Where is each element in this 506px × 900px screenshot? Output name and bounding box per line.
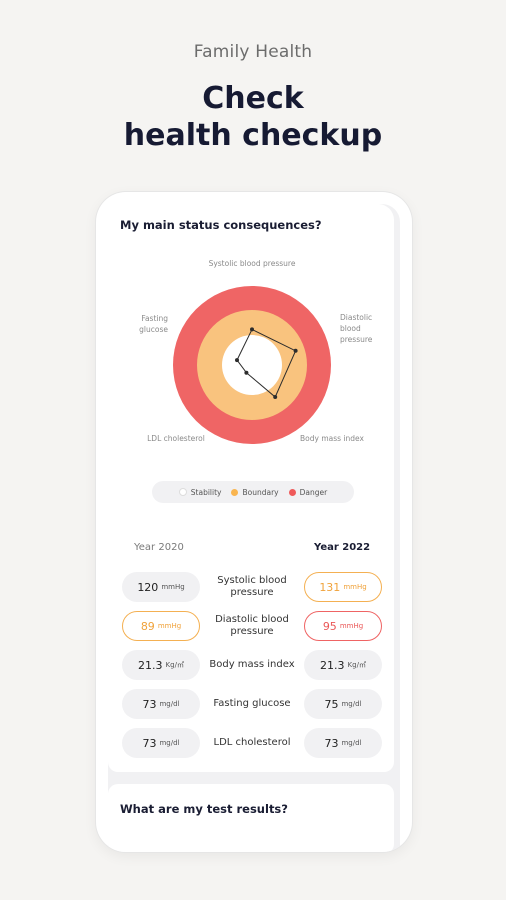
table-row: 73 mg/dl Fasting glucose 75 mg/dl [108,689,394,721]
headline-line-2: health checkup [123,118,383,153]
value-unit: mg/dl [341,739,362,747]
phone-frame: My main status consequences? Systolic bl… [96,192,412,852]
value-unit: mmHg [161,583,185,591]
value-number: 21.3 [320,658,345,672]
axis-label-fasting-1: Fasting [141,314,168,323]
legend-stability-label: Stability [190,487,222,497]
value-number: 21.3 [138,658,163,672]
value-2022-pill: 75 mg/dl [304,689,382,719]
value-unit: Kg/㎡ [347,661,366,669]
results-card[interactable]: What are my test results? [108,784,394,852]
value-number: 73 [142,736,157,750]
app-screen: My main status consequences? Systolic bl… [108,204,400,852]
value-unit: mg/dl [159,700,180,708]
radar-point [235,358,239,363]
value-2022-pill: 131 mmHg [304,572,382,602]
value-number: 73 [324,736,339,750]
value-2020-pill: 21.3 Kg/㎡ [122,650,200,680]
table-row: 89 mmHg Diastolic blood pressure 95 mmHg [108,611,394,643]
legend-danger-label: Danger [299,487,328,497]
radar-point [273,395,278,399]
radar-point [293,348,298,353]
table-row: 73 mg/dl LDL cholesterol 73 mg/dl [108,728,394,760]
year-left: Year 2020 [134,542,184,553]
radar-point [244,370,249,375]
boundary-dot-icon [231,488,239,496]
value-unit: Kg/㎡ [165,661,184,669]
value-2020-pill: 73 mg/dl [122,728,200,758]
value-number: 95 [322,619,337,633]
axis-label-systolic: Systolic blood pressure [209,259,296,268]
metric-label: Diastolic blood pressure [215,614,289,637]
legend-boundary-label: Boundary [242,487,279,497]
headline-line-1: Check [202,81,304,116]
value-2022-pill: 21.3 Kg/㎡ [304,650,382,680]
stability-dot-icon [178,488,187,496]
legend-danger: Danger [288,487,328,497]
value-2020-pill: 120 mmHg [122,572,200,602]
legend-boundary: Boundary [231,487,279,497]
value-2020-pill: 89 mmHg [122,611,200,641]
value-unit: mg/dl [341,700,362,708]
value-number: 89 [140,619,155,633]
page-headline: Check health checkup [0,80,506,154]
results-card-title: What are my test results? [120,802,288,816]
axis-label-diastolic-1: Diastolic [340,313,372,322]
year-right: Year 2022 [314,542,371,553]
metric-label: LDL cholesterol [213,737,291,748]
app-kicker: Family Health [193,42,313,62]
radar-points [235,327,298,399]
status-card-title: My main status consequences? [120,218,322,232]
value-unit: mg/dl [159,739,180,747]
metric-label: Fasting glucose [213,698,291,709]
radar-chart: Systolic blood pressure Diastolic blood … [139,259,373,444]
value-number: 73 [142,697,157,711]
value-unit: mmHg [343,583,367,591]
metric-label: Systolic blood pressure [217,575,287,598]
value-2020-pill: 73 mg/dl [122,689,200,719]
table-row: 21.3 Kg/㎡ Body mass index 21.3 Kg/㎡ [108,650,394,682]
radar-polygon [236,328,297,398]
axis-label-diastolic-3: pressure [340,335,373,344]
metric-label: Body mass index [209,659,295,670]
axis-label-diastolic-2: blood [340,324,361,333]
axis-label-bmi: Body mass index [300,434,364,443]
danger-dot-icon [288,488,296,496]
value-number: 75 [324,697,339,711]
axis-label-ldl: LDL cholesterol [147,434,205,443]
value-number: 120 [137,580,159,594]
axis-label-fasting-2: glucose [139,325,168,334]
value-number: 131 [319,580,341,594]
value-2022-pill: 73 mg/dl [304,728,382,758]
legend-stability: Stability [178,487,222,497]
value-unit: mmHg [339,622,364,630]
radar-point [250,327,254,332]
stability-zone [222,335,282,395]
chart-legend: Stability Boundary Danger [152,481,354,503]
status-card: My main status consequences? Systolic bl… [108,204,394,772]
table-row: 120 mmHg Systolic blood pressure 131 mmHg [108,572,394,604]
value-2022-pill: 95 mmHg [304,611,382,641]
value-unit: mmHg [157,622,182,630]
